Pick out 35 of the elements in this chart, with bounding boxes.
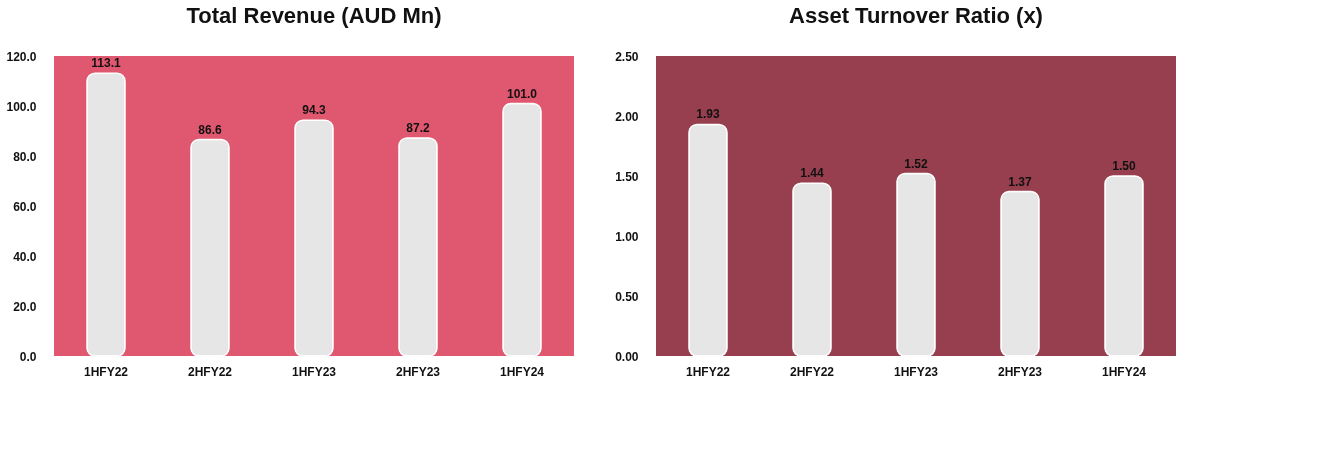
- x-tick-label: 1HFY22: [685, 364, 731, 379]
- x-tick-label: 2HFY23: [997, 364, 1043, 379]
- data-label: 113.1: [91, 56, 122, 71]
- x-tick-label: 1HFY23: [291, 364, 337, 379]
- data-label: 1.37: [1008, 174, 1032, 189]
- y-tick-label: 0.0: [19, 349, 37, 364]
- y-tick-label: 60.0: [13, 199, 37, 214]
- chart-title: Total Revenue (AUD Mn): [186, 3, 442, 28]
- y-tick-label: 2.50: [615, 49, 639, 64]
- data-label: 1.93: [696, 107, 720, 122]
- x-tick-label: 2HFY22: [187, 364, 233, 379]
- chart-title: Asset Turnover Ratio (x): [789, 3, 1043, 28]
- y-tick-label: 40.0: [13, 249, 37, 264]
- x-tick-label: 1HFY24: [499, 364, 545, 379]
- x-tick-label: 2HFY23: [395, 364, 441, 379]
- y-tick-label: 120.0: [6, 49, 37, 64]
- y-tick-label: 2.00: [615, 109, 639, 124]
- x-tick-label: 1HFY23: [893, 364, 939, 379]
- data-label: 1.44: [800, 166, 824, 181]
- data-label: 86.6: [198, 122, 222, 137]
- data-label: 1.52: [904, 156, 928, 171]
- y-tick-label: 100.0: [6, 99, 37, 114]
- y-tick-label: 20.0: [13, 299, 37, 314]
- y-tick-label: 0.50: [615, 289, 639, 304]
- x-tick-label: 1HFY24: [1101, 364, 1147, 379]
- y-tick-label: 0.00: [615, 349, 639, 364]
- y-tick-label: 1.50: [615, 169, 639, 184]
- y-tick-label: 80.0: [13, 149, 37, 164]
- x-tick-label: 2HFY22: [789, 364, 835, 379]
- y-tick-label: 1.00: [615, 229, 639, 244]
- data-label: 87.2: [406, 121, 430, 135]
- data-label: 94.3: [302, 103, 326, 118]
- data-label: 101.0: [506, 86, 538, 101]
- x-tick-label: 1HFY22: [83, 364, 129, 379]
- data-label: 1.50: [1112, 159, 1136, 173]
